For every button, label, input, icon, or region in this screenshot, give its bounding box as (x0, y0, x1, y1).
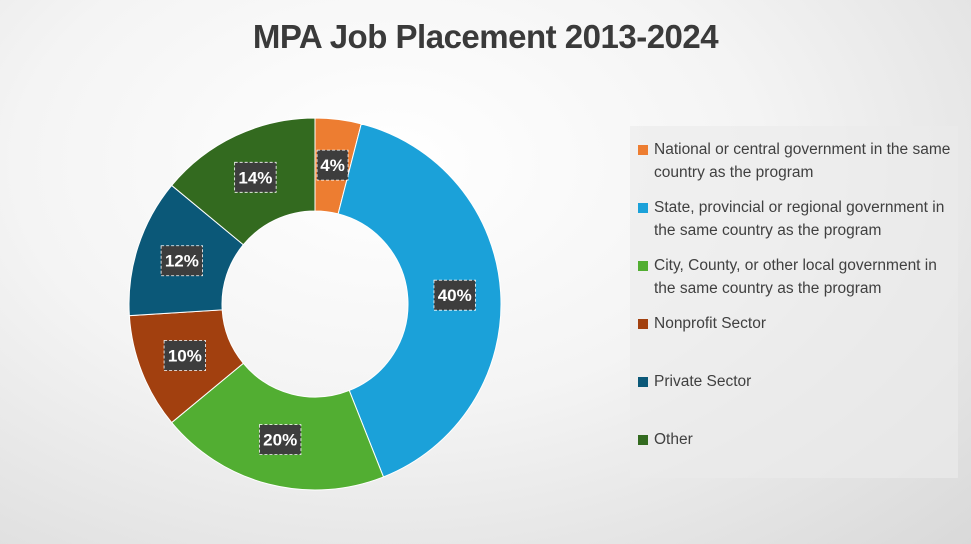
data-label-1: 40% (433, 279, 476, 311)
data-label-4: 12% (160, 245, 204, 277)
legend-swatch (638, 435, 648, 445)
legend-item-5: Other (638, 428, 952, 451)
legend-item-1: State, provincial or regional government… (638, 196, 952, 242)
chart-title: MPA Job Placement 2013-2024 (252, 18, 719, 55)
data-label-text: 12% (165, 252, 199, 271)
legend-swatch (638, 261, 648, 271)
legend-label: City, County, or other local government … (654, 257, 937, 297)
data-label-0: 4% (316, 149, 349, 181)
legend-swatch (638, 377, 648, 387)
legend-label: State, provincial or regional government… (654, 199, 945, 239)
data-label-5: 14% (234, 161, 277, 193)
legend: National or central government in the sa… (630, 126, 958, 478)
legend-swatch (638, 319, 648, 329)
legend-swatch (638, 145, 648, 155)
data-label-text: 4% (320, 156, 345, 175)
legend-label: Private Sector (654, 373, 752, 390)
data-label-text: 10% (168, 347, 202, 366)
legend-label: National or central government in the sa… (654, 141, 951, 181)
legend-item-0: National or central government in the sa… (638, 138, 952, 184)
legend-swatch (638, 203, 648, 213)
data-label-2: 20% (259, 424, 302, 456)
legend-item-4: Private Sector (638, 370, 952, 393)
data-label-text: 40% (438, 286, 472, 305)
legend-label: Other (654, 431, 693, 448)
legend-label: Nonprofit Sector (654, 315, 766, 332)
legend-item-2: City, County, or other local government … (638, 254, 952, 300)
data-label-3: 10% (163, 340, 206, 371)
donut-slice-1 (337, 123, 502, 478)
legend-item-3: Nonprofit Sector (638, 312, 952, 335)
data-label-text: 14% (238, 168, 272, 187)
data-label-text: 20% (263, 431, 297, 450)
